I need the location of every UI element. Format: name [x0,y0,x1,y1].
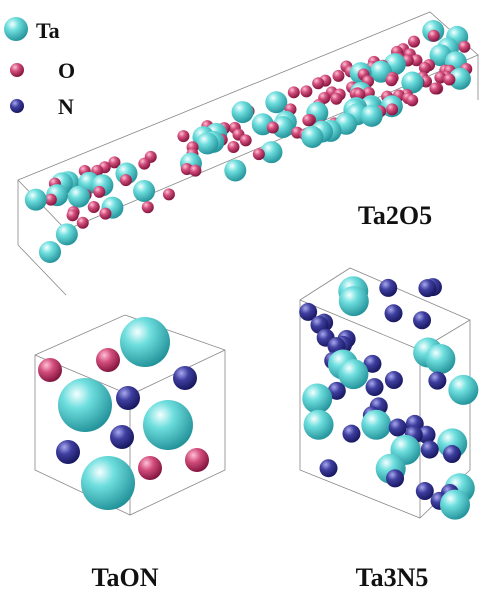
atom [301,126,323,148]
atom [58,378,112,432]
atom [361,105,383,127]
atom [173,366,197,390]
atom [56,440,80,464]
legend-label: O [58,58,75,83]
atom [302,114,314,126]
atom [366,378,384,396]
atom [385,371,403,389]
legend-label: Ta [36,18,60,43]
atom [56,223,78,245]
atom [339,286,369,316]
atom [448,375,478,405]
atom [224,159,246,181]
atom [300,85,312,97]
atom [302,384,332,414]
atom [267,122,279,134]
atom [288,86,300,98]
atom [342,425,360,443]
atom [386,103,398,115]
atom [142,201,154,213]
atom [227,141,239,153]
atom [389,419,407,437]
atom [385,304,403,322]
atom [232,101,254,123]
atom [443,74,455,86]
atom [110,425,134,449]
structure-label: Ta2O5 [358,201,432,230]
atom [93,186,105,198]
atom [189,165,201,177]
legend-swatch [10,63,24,77]
atom [253,148,265,160]
atom [81,456,135,510]
atom [68,186,90,208]
atom [428,372,446,390]
structure-label: TaON [92,563,159,592]
atom [385,74,397,86]
atom [143,400,193,450]
atom [77,217,89,229]
atom [413,311,431,329]
atom [185,448,209,472]
atom [418,279,436,297]
atom [120,317,170,367]
atom [379,279,397,297]
atom [361,410,391,440]
atom [138,456,162,480]
structure-label: Ta3N5 [356,563,429,592]
ta2o5-structure [18,12,478,295]
atom [386,469,404,487]
atom [458,41,470,53]
atom [312,77,324,89]
legend: Ta O N [4,17,75,119]
atom [428,30,440,42]
atom [138,158,150,170]
atom [240,134,252,146]
taon-structure [35,315,225,515]
atom [67,209,79,221]
atom [425,344,455,374]
atom [265,91,287,113]
atom [330,93,342,105]
atom [99,208,111,220]
atom [304,410,334,440]
atom [408,36,420,48]
atom [320,459,338,477]
atom [163,188,175,200]
ta3n5-structure [299,268,478,520]
atom [39,241,61,263]
atom [406,94,418,106]
figure: Ta O N Ta2O5 TaON Ta3N5 [0,0,485,593]
atom [196,132,218,154]
atom [96,348,120,372]
atom [120,174,132,186]
atom [332,70,344,82]
atom [429,83,441,95]
atom [25,189,47,211]
atom [440,490,470,520]
legend-label: N [58,94,74,119]
atom [133,180,155,202]
atom [421,441,439,459]
legend-swatch [4,17,28,41]
legend-swatch [10,99,24,113]
atom [177,130,189,142]
atom [416,482,434,500]
atom [116,386,140,410]
atom [88,201,100,213]
atom [443,445,461,463]
atom [38,358,62,382]
